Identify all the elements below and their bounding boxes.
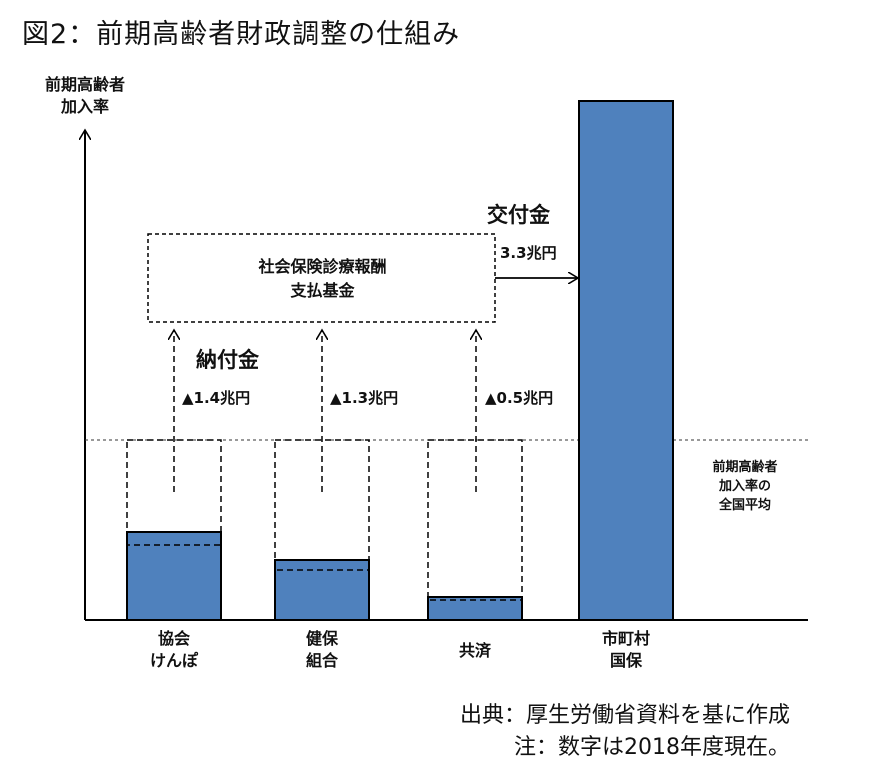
contribution-amount-kyosai: ▲0.5兆円 bbox=[485, 389, 554, 407]
fund-box-line-2: 支払基金 bbox=[290, 281, 355, 300]
figure-title: 図2：前期高齢者財政調整の仕組み bbox=[22, 19, 461, 50]
y-axis-label: 前期高齢者 加入率 bbox=[30, 74, 140, 118]
grant-label: 交付金 bbox=[487, 203, 550, 227]
average-line-label-3: 全国平均 bbox=[718, 498, 771, 513]
average-line-label-2: 加入率の bbox=[718, 479, 771, 494]
y-axis-label-line-1: 前期高齢者 bbox=[44, 75, 125, 94]
excess-outline-kyosai bbox=[427, 439, 523, 601]
category-label-line: 市町村 bbox=[601, 629, 650, 648]
category-label-line: 共済 bbox=[458, 641, 491, 660]
category-label-kyokai-kenpo: 協会 けんぽ bbox=[119, 628, 229, 672]
category-label-kenpo-kumiai: 健保 組合 bbox=[267, 628, 377, 672]
fund-box-line-1: 社会保険診療報酬 bbox=[258, 257, 387, 276]
source-line: 出典：厚生労働省資料を基に作成 bbox=[459, 703, 790, 728]
excess-outline-kenpo-kumiai bbox=[274, 439, 370, 571]
contribution-amount-kyokai-kenpo: ▲1.4兆円 bbox=[182, 389, 251, 407]
source-note: 出典：厚生労働省資料を基に作成 注：数字は2018年度現在。 bbox=[460, 700, 790, 764]
average-line-label: 前期高齢者 加入率の 全国平均 bbox=[690, 458, 800, 515]
bar-kyokai-kenpo bbox=[126, 531, 222, 621]
y-axis-label-line-2: 加入率 bbox=[60, 97, 109, 116]
fund-box-label: 社会保険診療報酬 支払基金 bbox=[150, 255, 495, 303]
excess-outline-kyokai-kenpo bbox=[126, 439, 222, 546]
contributions-label: 納付金 bbox=[196, 348, 259, 372]
contribution-amount-kenpo-kumiai: ▲1.3兆円 bbox=[330, 389, 399, 407]
average-line-label-1: 前期高齢者 bbox=[712, 460, 778, 475]
category-label-line: 協会 bbox=[157, 629, 190, 648]
bar-kenpo-kumiai bbox=[274, 559, 370, 621]
category-label-line: 国保 bbox=[609, 651, 642, 670]
fund-box-outline bbox=[147, 233, 496, 323]
category-label-line: けんぽ bbox=[149, 651, 198, 670]
category-label-line: 組合 bbox=[305, 651, 338, 670]
note-line: 注：数字は2018年度現在。 bbox=[514, 735, 790, 760]
bar-kyosai bbox=[427, 596, 523, 621]
category-label-line: 健保 bbox=[305, 629, 338, 648]
bar-shichoson-kokuho bbox=[578, 100, 674, 621]
category-label-shichoson-kokuho: 市町村 国保 bbox=[571, 628, 681, 672]
category-label-kyosai: 共済 bbox=[420, 640, 530, 662]
grant-amount: 3.3兆円 bbox=[500, 244, 557, 262]
